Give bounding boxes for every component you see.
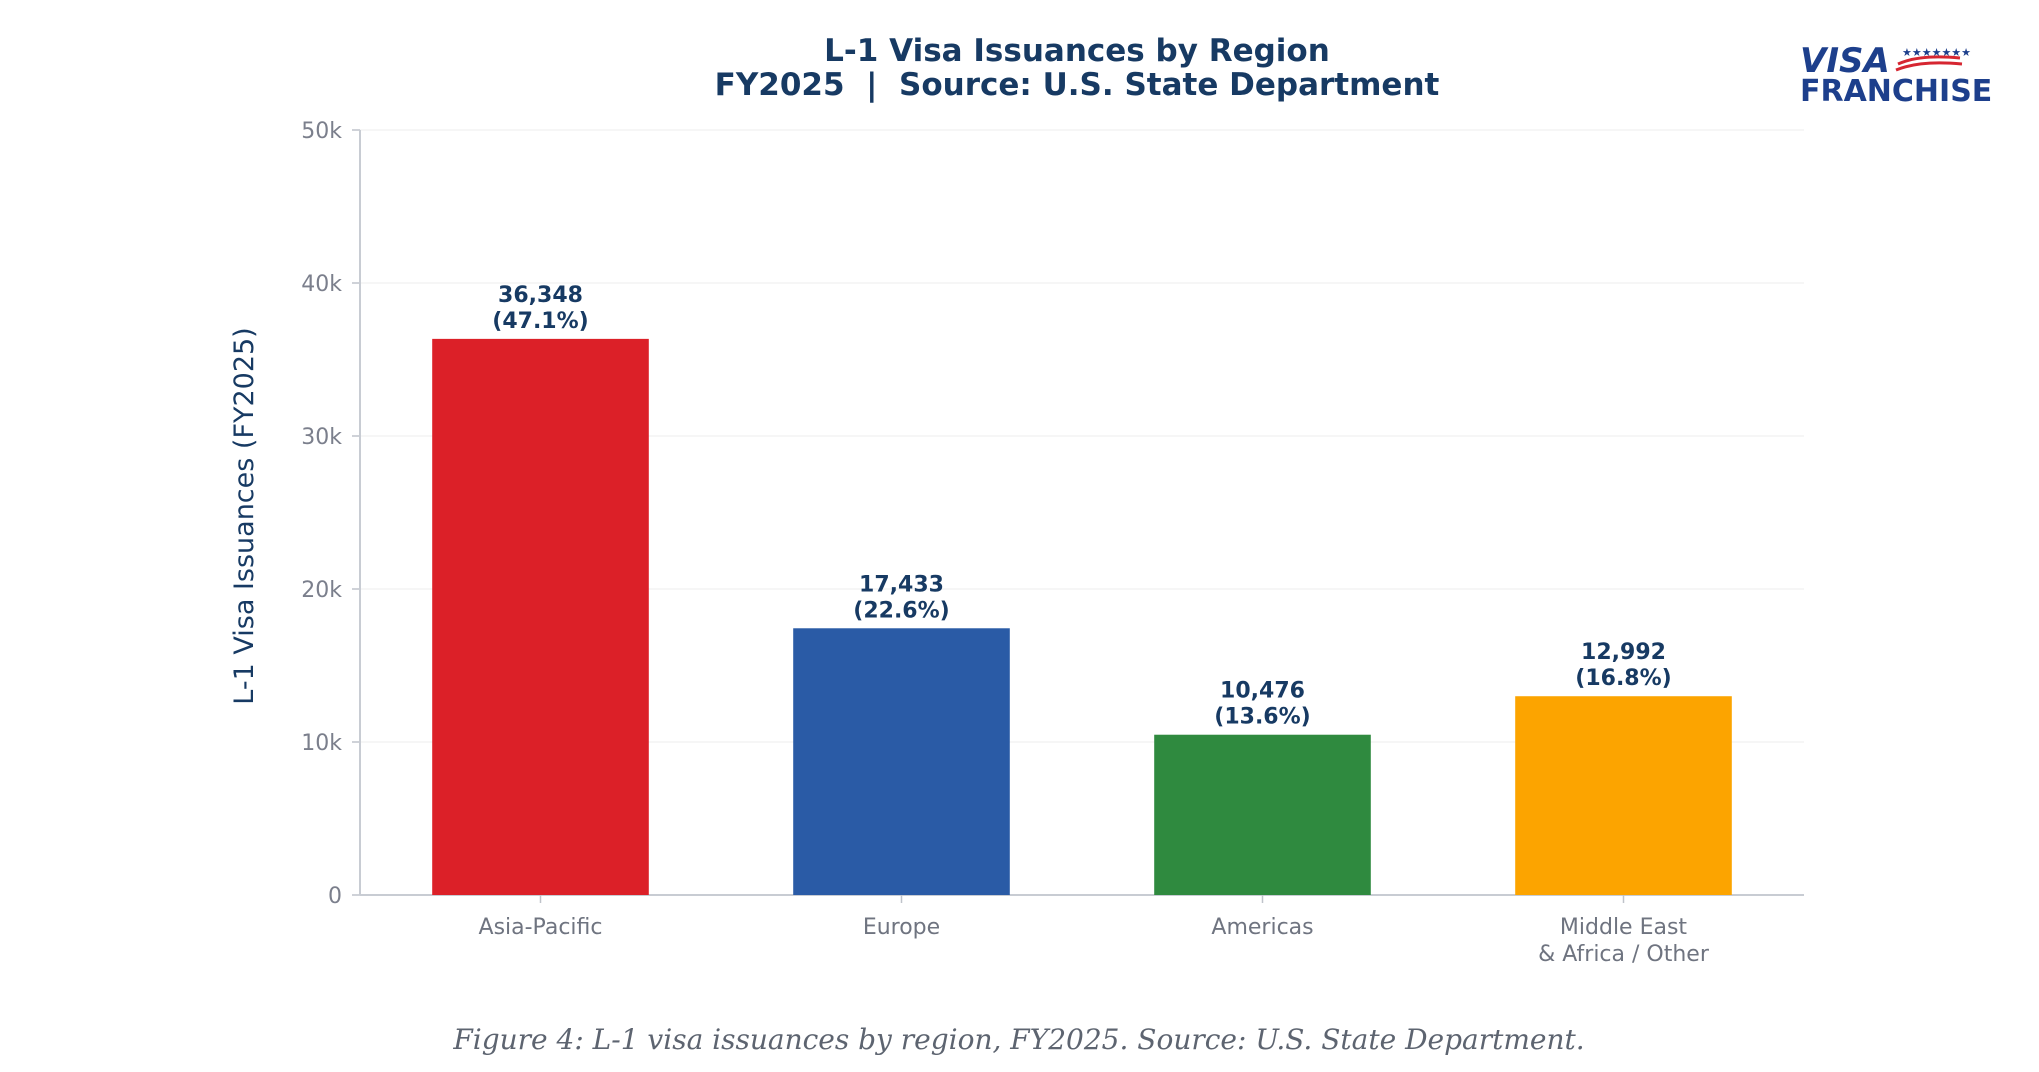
data-label-percent: (47.1%) [492, 309, 588, 334]
data-label-value: 12,992 [1581, 640, 1666, 665]
x-tick-label: Middle East & Africa / Other [1538, 915, 1710, 967]
y-tick-label: 30k [301, 425, 342, 450]
chart-title: L-1 Visa Issuances by Region [824, 33, 1330, 69]
y-axis-label: L-1 Visa Issuances (FY2025) [229, 327, 260, 704]
flag-stars-icon: ★★★★★★★ [1895, 46, 1971, 72]
figure-caption: Figure 4: L-1 visa issuances by region, … [452, 1023, 1584, 1056]
data-label-percent: (22.6%) [853, 598, 949, 623]
bar [1515, 696, 1732, 895]
svg-text:★★★★★★★: ★★★★★★★ [1902, 46, 1971, 59]
y-tick-label: 0 [328, 884, 342, 909]
y-tick-label: 50k [301, 119, 342, 144]
data-label-percent: (16.8%) [1575, 666, 1671, 691]
data-label-percent: (13.6%) [1214, 705, 1310, 730]
data-label-value: 36,348 [498, 283, 583, 308]
logo-line2: FRANCHISE [1800, 74, 1992, 109]
chart-subtitle: FY2025 | Source: U.S. State Department [715, 67, 1440, 103]
bar [1154, 734, 1371, 895]
y-tick-label: 20k [301, 578, 342, 603]
x-tick-label: Europe [863, 915, 940, 940]
data-label-value: 17,433 [859, 572, 944, 597]
x-tick-label: Americas [1211, 915, 1313, 940]
logo-line1: VISA [1800, 41, 1890, 81]
x-tick-label: Asia-Pacific [479, 915, 603, 940]
data-label-value: 10,476 [1220, 679, 1305, 704]
y-tick-label: 40k [301, 272, 342, 297]
bar [793, 628, 1010, 895]
y-tick-label: 10k [301, 731, 342, 756]
bar [432, 338, 649, 895]
brand-logo: VISA ★★★★★★★ FRANCHISE [1800, 41, 1992, 109]
